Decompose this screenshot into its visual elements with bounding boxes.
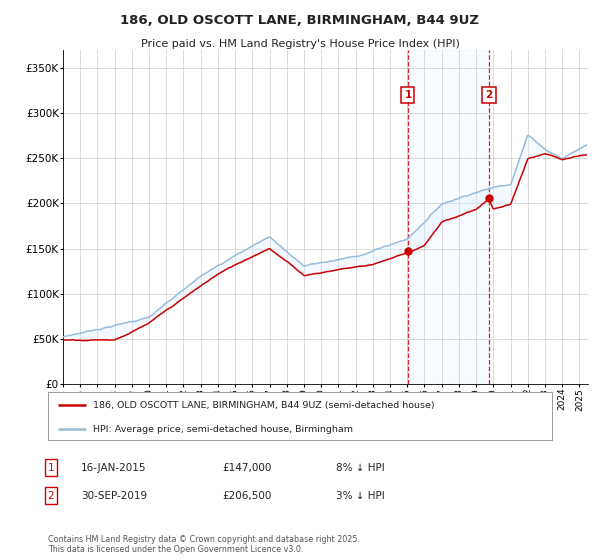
Text: 16-JAN-2015: 16-JAN-2015: [81, 463, 146, 473]
Text: 186, OLD OSCOTT LANE, BIRMINGHAM, B44 9UZ: 186, OLD OSCOTT LANE, BIRMINGHAM, B44 9U…: [121, 14, 479, 27]
Text: Contains HM Land Registry data © Crown copyright and database right 2025.
This d: Contains HM Land Registry data © Crown c…: [48, 535, 360, 554]
Text: 2: 2: [485, 90, 493, 100]
Text: Price paid vs. HM Land Registry's House Price Index (HPI): Price paid vs. HM Land Registry's House …: [140, 39, 460, 49]
Bar: [408, 50, 489, 384]
Text: 8% ↓ HPI: 8% ↓ HPI: [336, 463, 385, 473]
Text: 3% ↓ HPI: 3% ↓ HPI: [336, 491, 385, 501]
Text: 30-SEP-2019: 30-SEP-2019: [81, 491, 147, 501]
Text: £147,000: £147,000: [222, 463, 271, 473]
Text: 2: 2: [47, 491, 55, 501]
Text: 1: 1: [404, 90, 412, 100]
Text: 1: 1: [47, 463, 55, 473]
Text: £206,500: £206,500: [222, 491, 271, 501]
Text: 186, OLD OSCOTT LANE, BIRMINGHAM, B44 9UZ (semi-detached house): 186, OLD OSCOTT LANE, BIRMINGHAM, B44 9U…: [94, 401, 435, 410]
Text: HPI: Average price, semi-detached house, Birmingham: HPI: Average price, semi-detached house,…: [94, 424, 353, 433]
